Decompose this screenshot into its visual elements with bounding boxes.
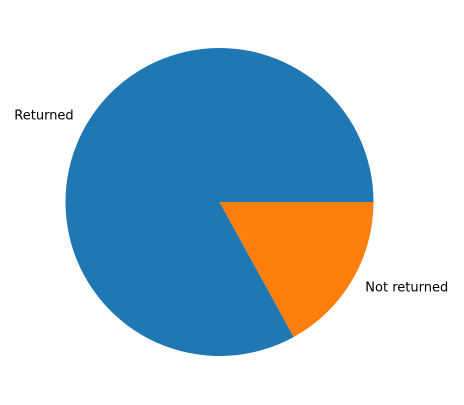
pie-slice-returned xyxy=(65,48,374,357)
pie-slice-not-returned xyxy=(219,202,374,337)
pie-label-not-returned: Not returned xyxy=(365,281,448,296)
pie-slices xyxy=(65,48,374,357)
pie-labels: Returned Not returned xyxy=(14,108,448,295)
pie-label-returned: Returned xyxy=(14,108,73,123)
